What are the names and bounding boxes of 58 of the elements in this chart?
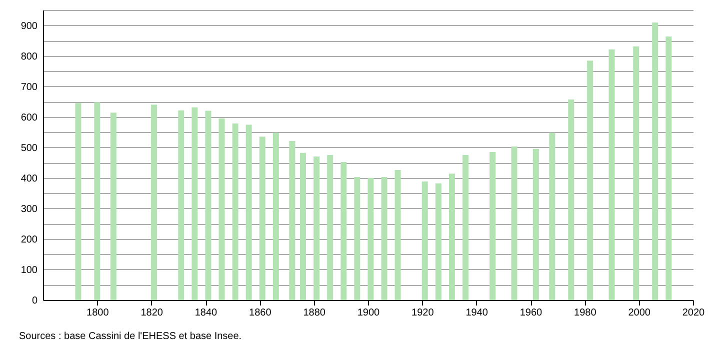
bar <box>435 183 442 300</box>
y-tick-label: 300 <box>20 204 38 215</box>
bar <box>394 170 401 300</box>
y-tick-label: 600 <box>20 112 38 124</box>
x-tick-label: 1960 <box>520 308 543 318</box>
source-note: Sources : base Cassini de l'EHESS et base Insee. <box>19 331 242 340</box>
y-tick-label: 200 <box>20 234 38 246</box>
y-tick-label: 500 <box>20 142 38 154</box>
bar <box>354 176 360 300</box>
x-tick-label: 1980 <box>574 308 597 318</box>
bar <box>368 178 374 300</box>
bar <box>289 140 296 300</box>
bar <box>205 110 212 300</box>
x-tick-label: 1900 <box>357 308 380 318</box>
bar <box>549 132 556 300</box>
x-tick-label: 1860 <box>249 308 272 318</box>
y-tick-label: 400 <box>20 173 38 184</box>
bar <box>490 152 496 300</box>
y-tick-label: 800 <box>20 51 38 62</box>
bar <box>511 146 518 300</box>
y-tick-label: 100 <box>20 264 38 276</box>
bar <box>340 162 347 300</box>
y-tick-label: 0 <box>32 296 38 306</box>
bar <box>314 156 320 300</box>
bar <box>259 136 266 300</box>
y-tick-label: 700 <box>20 82 38 93</box>
bar <box>652 22 658 300</box>
bar <box>151 104 158 300</box>
bar <box>462 155 468 300</box>
bar <box>218 118 225 300</box>
x-tick-label: 2020 <box>682 308 706 318</box>
bar <box>272 132 279 300</box>
bar <box>422 182 428 300</box>
bar <box>633 46 640 300</box>
bar <box>75 103 82 300</box>
x-tick-label: 1840 <box>194 308 218 318</box>
x-tick-label: 1880 <box>303 308 326 318</box>
bar <box>568 99 574 300</box>
bar <box>608 49 615 300</box>
bar <box>300 152 306 300</box>
bar <box>232 124 238 300</box>
bar <box>327 155 334 300</box>
bar <box>532 148 539 300</box>
bar <box>94 102 100 300</box>
bar <box>381 176 388 300</box>
bar <box>587 60 594 300</box>
x-tick-label: 1800 <box>86 308 110 318</box>
y-tick-label: 900 <box>20 20 38 32</box>
bar <box>448 174 455 300</box>
bar <box>110 112 116 300</box>
x-tick-label: 1920 <box>412 308 434 318</box>
bar <box>246 124 252 300</box>
bar <box>178 110 184 300</box>
bar <box>666 36 672 300</box>
x-tick-label: 1820 <box>140 308 164 318</box>
x-tick-label: 1940 <box>466 308 488 318</box>
bar <box>192 107 198 300</box>
x-tick-label: 2000 <box>628 308 651 318</box>
